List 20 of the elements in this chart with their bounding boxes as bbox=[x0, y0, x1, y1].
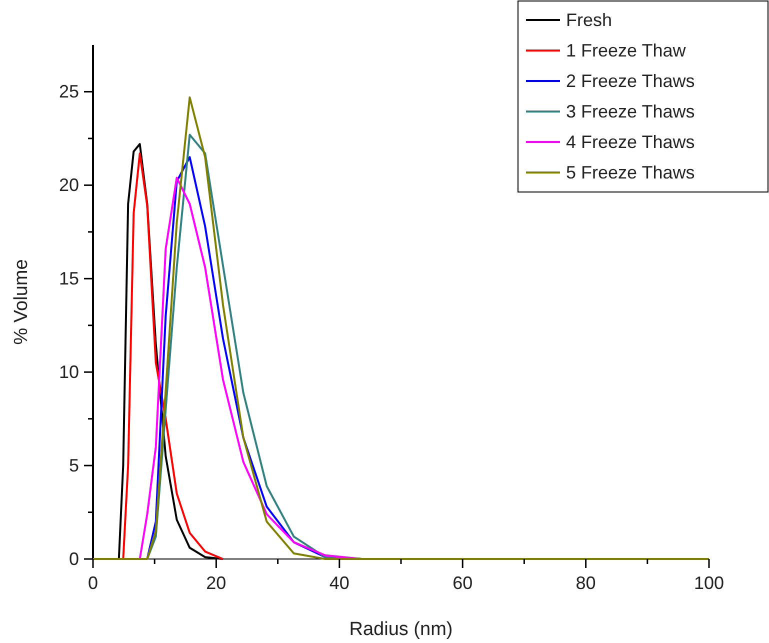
x-tick-label: 80 bbox=[576, 573, 596, 593]
x-tick-label: 20 bbox=[206, 573, 226, 593]
x-tick-label: 100 bbox=[694, 573, 724, 593]
y-tick-label: 10 bbox=[58, 362, 79, 382]
legend-label: Fresh bbox=[566, 10, 612, 30]
legend-label: 5 Freeze Thaws bbox=[566, 162, 695, 182]
y-tick-label: 25 bbox=[58, 82, 79, 102]
y-axis-title: % Volume bbox=[11, 259, 32, 345]
y-tick-label: 20 bbox=[58, 175, 79, 196]
x-axis-title: Radius (nm) bbox=[349, 619, 453, 640]
legend-label: 3 Freeze Thaws bbox=[566, 102, 695, 122]
legend-label: 4 Freeze Thaws bbox=[566, 132, 695, 152]
y-tick-label: 15 bbox=[58, 268, 79, 289]
legend-label: 2 Freeze Thaws bbox=[566, 71, 695, 91]
y-tick-label: 0 bbox=[68, 549, 79, 569]
x-tick-label: 60 bbox=[452, 573, 473, 593]
legend-label: 1 Freeze Thaw bbox=[566, 40, 687, 60]
x-tick-label: 0 bbox=[88, 573, 98, 593]
x-tick-label: 40 bbox=[329, 573, 350, 593]
y-tick-label: 5 bbox=[68, 456, 79, 476]
